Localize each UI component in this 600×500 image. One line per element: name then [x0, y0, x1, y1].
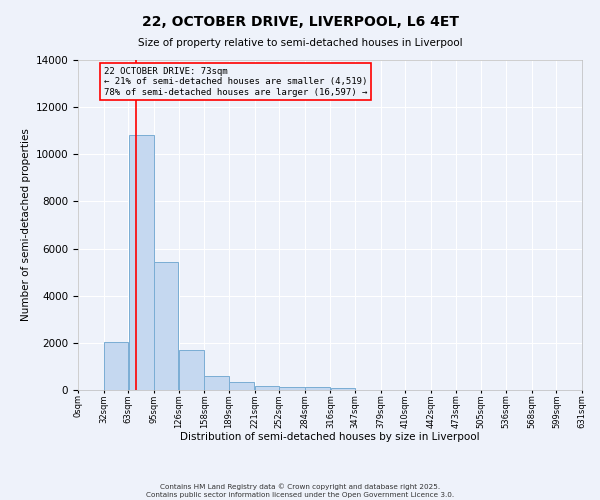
Bar [205, 376, 229, 390]
Bar [154, 262, 178, 390]
Y-axis label: Number of semi-detached properties: Number of semi-detached properties [22, 128, 31, 322]
Bar [128, 136, 154, 390]
Bar [229, 382, 254, 390]
Bar [104, 342, 128, 390]
Bar [305, 388, 330, 390]
Text: 22 OCTOBER DRIVE: 73sqm
← 21% of semi-detached houses are smaller (4,519)
78% of: 22 OCTOBER DRIVE: 73sqm ← 21% of semi-de… [104, 67, 367, 97]
Bar [280, 386, 305, 390]
Bar [179, 350, 204, 390]
Text: Contains public sector information licensed under the Open Government Licence 3.: Contains public sector information licen… [146, 492, 454, 498]
Text: 22, OCTOBER DRIVE, LIVERPOOL, L6 4ET: 22, OCTOBER DRIVE, LIVERPOOL, L6 4ET [142, 15, 458, 29]
Bar [255, 386, 279, 390]
Text: Contains HM Land Registry data © Crown copyright and database right 2025.: Contains HM Land Registry data © Crown c… [160, 484, 440, 490]
Bar [331, 388, 355, 390]
X-axis label: Distribution of semi-detached houses by size in Liverpool: Distribution of semi-detached houses by … [180, 432, 480, 442]
Text: Size of property relative to semi-detached houses in Liverpool: Size of property relative to semi-detach… [137, 38, 463, 48]
